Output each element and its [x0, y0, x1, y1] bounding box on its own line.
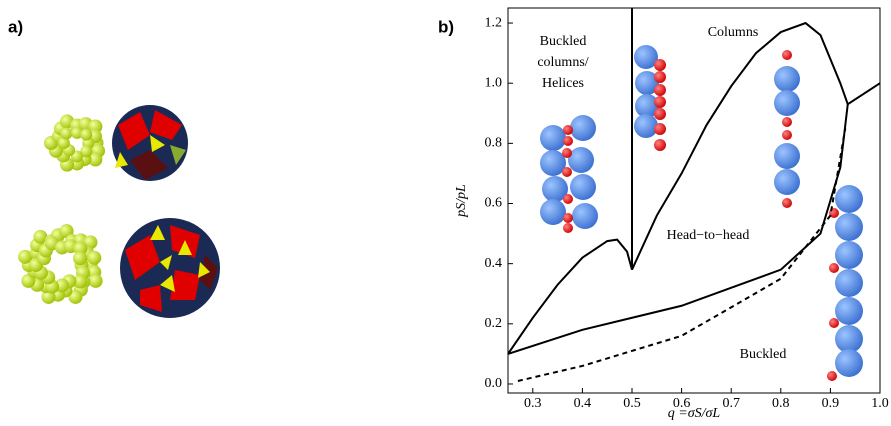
cluster-sphere: [71, 126, 83, 139]
small-sphere: [654, 71, 666, 83]
phase-boundary: [517, 128, 847, 382]
y-tick-label: 0.4: [485, 256, 503, 271]
plot-area: 0.3 0.4 0.5 0.6 0.7 0.8 0.9 1.0 0.0 0.2 0.4 0.6 0.8 1…: [454, 7, 889, 421]
y-tick-label: 0.8: [485, 136, 503, 151]
small-sphere: [563, 223, 573, 233]
region-label: Head−to−head: [667, 228, 750, 243]
cluster-sphere: [18, 249, 33, 264]
small-sphere: [562, 167, 572, 177]
cluster-sphere: [87, 250, 102, 265]
y-tick-label: 0.6: [485, 196, 503, 211]
y-tick-label: 1.0: [485, 75, 503, 90]
large-sphere: [568, 147, 594, 173]
cluster-sphere: [33, 229, 48, 244]
y-tick-label: 0.2: [485, 316, 503, 331]
large-sphere: [774, 143, 800, 169]
x-tick-label: 0.5: [623, 396, 641, 411]
small-sphere: [829, 318, 839, 328]
small-sphere: [654, 123, 666, 135]
plot-frame: [507, 7, 881, 394]
y-axis-label: pS/pL: [454, 184, 469, 218]
x-tick-label: 0.3: [524, 396, 542, 411]
polyhedron: [112, 105, 188, 181]
small-sphere: [563, 125, 573, 135]
small-sphere: [782, 130, 792, 140]
cluster-sphere: [57, 137, 70, 149]
small-sphere: [654, 59, 666, 71]
small-sphere: [654, 84, 666, 96]
cluster-sphere: [88, 119, 103, 134]
panel-label: a): [8, 17, 23, 36]
large-sphere: [542, 176, 568, 202]
x-tick-label: 0.4: [574, 396, 592, 411]
cluster-sphere: [68, 289, 83, 304]
panel-a-illustration: [18, 105, 220, 318]
small-sphere: [563, 194, 573, 204]
large-sphere: [835, 213, 863, 241]
large-sphere: [635, 71, 659, 95]
large-sphere: [774, 90, 800, 116]
phase-boundary: [507, 238, 633, 355]
polyhedron: [120, 218, 220, 318]
large-sphere: [540, 199, 566, 225]
x-tick-label: 0.7: [722, 396, 740, 411]
large-sphere: [774, 66, 800, 92]
large-sphere: [572, 203, 598, 229]
phase-boundary: [507, 104, 849, 355]
large-sphere: [835, 269, 863, 297]
large-sphere: [540, 150, 566, 176]
large-sphere: [634, 45, 658, 69]
cluster-sphere: [83, 235, 98, 250]
cluster-sphere: [88, 273, 103, 288]
large-sphere: [835, 349, 863, 377]
cluster-sphere: [60, 127, 73, 140]
large-sphere: [635, 94, 659, 118]
large-sphere: [835, 297, 863, 325]
region-label: Buckled: [740, 347, 787, 362]
large-sphere: [774, 169, 800, 195]
large-sphere: [835, 325, 863, 353]
small-sphere: [827, 371, 837, 381]
small-sphere: [654, 108, 666, 120]
panel-label: b): [438, 17, 454, 36]
small-sphere: [782, 50, 792, 60]
y-tick-label: 0.0: [485, 376, 503, 391]
cluster-sphere: [80, 145, 93, 158]
small-sphere: [654, 139, 666, 151]
region-label: Buckled: [540, 34, 587, 49]
cluster-sphere: [73, 241, 88, 256]
small-sphere: [782, 117, 792, 127]
large-sphere: [835, 185, 863, 213]
large-sphere: [634, 114, 658, 138]
cluster-sphere: [73, 251, 88, 266]
small-sphere: [829, 263, 839, 273]
x-tick-label: 0.6: [673, 396, 691, 411]
large-sphere: [835, 241, 863, 269]
small-sphere: [782, 198, 792, 208]
small-sphere: [654, 96, 666, 108]
small-sphere: [563, 136, 573, 146]
small-sphere: [563, 213, 573, 223]
cluster-sphere: [73, 274, 88, 289]
large-sphere: [540, 125, 566, 151]
region-label: Columns: [708, 25, 759, 40]
cluster-sphere: [80, 128, 93, 141]
small-sphere: [562, 148, 572, 158]
region-label: Helices: [542, 76, 584, 91]
large-sphere: [570, 115, 596, 141]
region-label: columns/: [537, 55, 588, 70]
x-tick-label: 0.9: [822, 396, 840, 411]
x-axis-label: q =σS/σL: [668, 406, 721, 421]
y-tick-label: 1.2: [485, 15, 503, 30]
large-sphere: [570, 174, 596, 200]
phase-boundary: [631, 21, 881, 271]
x-tick-label: 1.0: [871, 396, 889, 411]
x-tick-label: 0.8: [772, 396, 790, 411]
cluster-sphere: [88, 152, 103, 167]
